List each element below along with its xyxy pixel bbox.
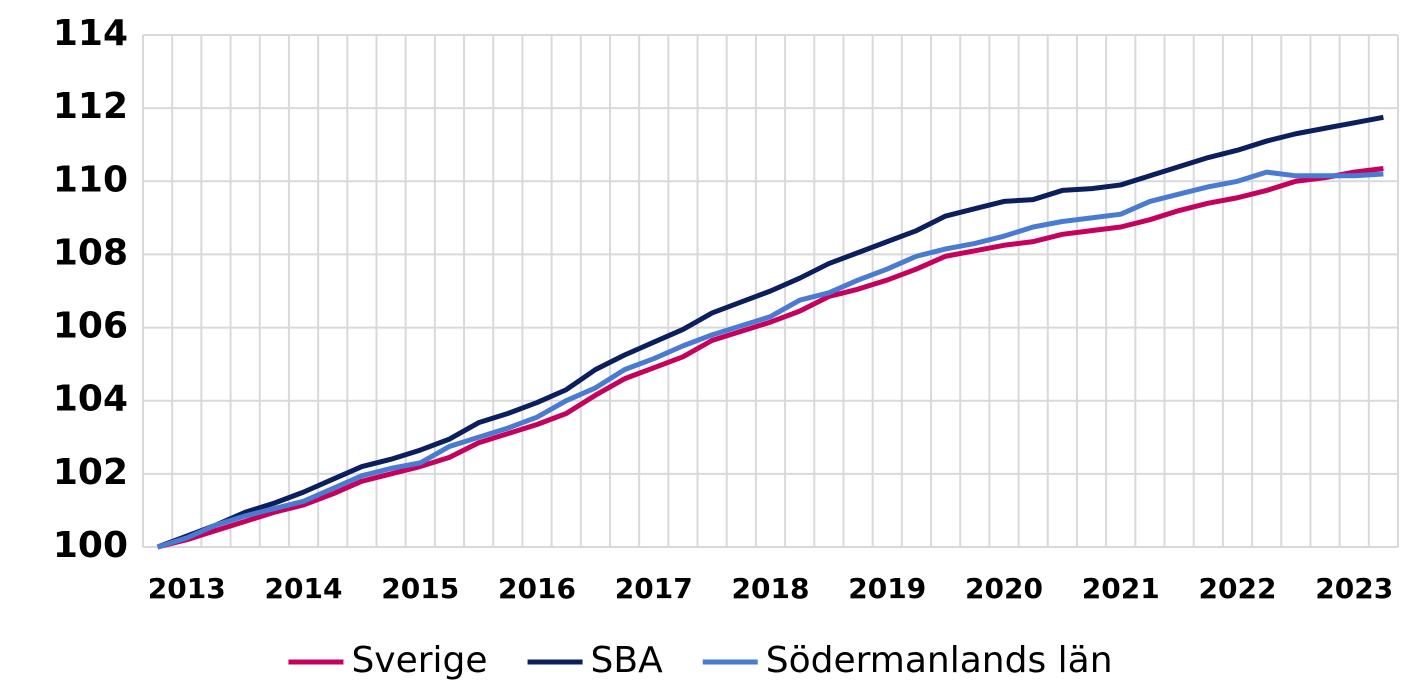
y-tick-label: 102 [53, 452, 128, 493]
y-tick-label: 104 [53, 379, 128, 420]
x-tick-label: 2020 [965, 572, 1043, 605]
x-tick-label: 2022 [1199, 572, 1277, 605]
x-tick-label: 2016 [498, 572, 576, 605]
y-tick-label: 112 [53, 86, 128, 127]
x-tick-label: 2019 [848, 572, 926, 605]
x-tick-label: 2014 [265, 572, 343, 605]
line-series [156, 166, 1384, 550]
x-tick-label: 2015 [381, 572, 459, 605]
legend-label: Södermanlands län [766, 640, 1113, 681]
y-tick-label: 106 [53, 306, 128, 347]
x-tick-label: 2021 [1082, 572, 1160, 605]
y-tick-label: 114 [53, 13, 128, 54]
line-series [156, 169, 1384, 550]
x-tick-label: 2018 [732, 572, 810, 605]
line-series [156, 114, 1384, 550]
legend-label: Sverige [351, 640, 487, 681]
legend-label: SBA [591, 640, 664, 681]
x-tick-label: 2023 [1315, 572, 1393, 605]
y-tick-label: 110 [53, 159, 128, 200]
x-tick-label: 2017 [615, 572, 693, 605]
x-tick-label: 2013 [148, 572, 226, 605]
y-tick-label: 108 [53, 232, 128, 273]
y-tick-label: 100 [53, 525, 128, 566]
